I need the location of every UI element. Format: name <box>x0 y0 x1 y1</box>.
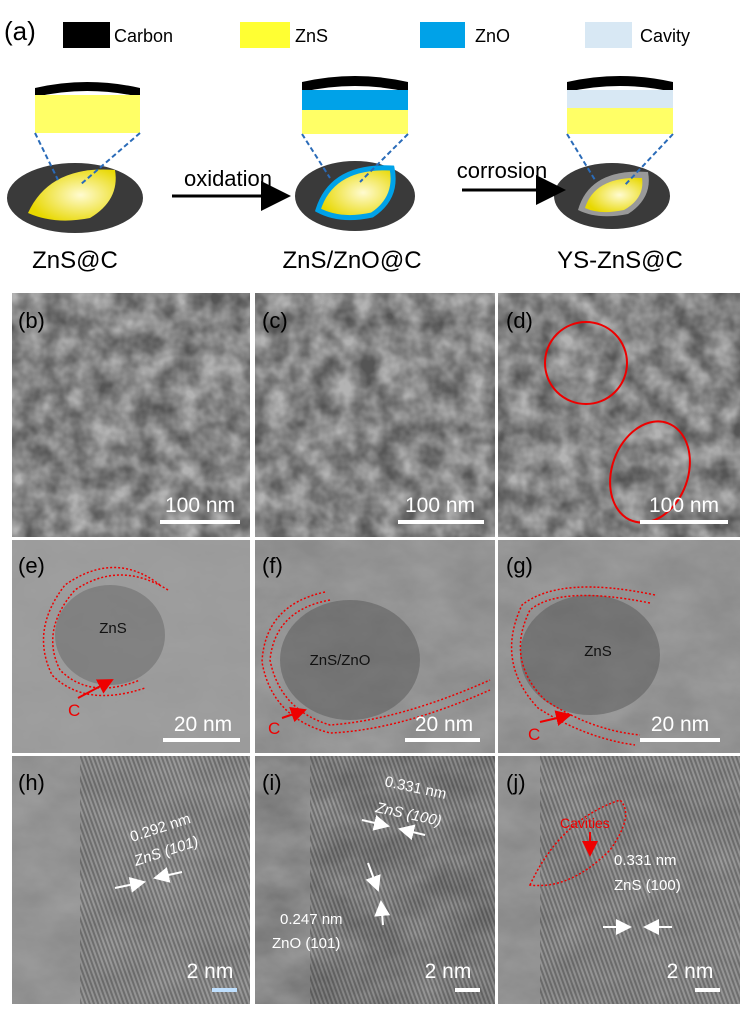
panel-label: (d) <box>506 308 533 333</box>
particle-core <box>280 600 420 720</box>
carbon-outline <box>52 574 169 689</box>
particle <box>7 132 143 233</box>
layer-stack <box>567 76 673 134</box>
stage-label: ZnS@C <box>32 247 118 274</box>
annotation: ZnO (101) <box>272 935 340 952</box>
annotation: C <box>528 725 540 744</box>
pointer <box>374 900 391 926</box>
layer-stack <box>302 76 408 134</box>
pointer <box>365 862 381 892</box>
highlight-circle <box>609 420 691 524</box>
tem-row: (e) (f) (g) ZnS ZnS/ZnO ZnS C C C 20 nm … <box>12 540 740 753</box>
hrtem-row: (h) (i) (j) 0.292 nm ZnS (101) 0.331 nm … <box>12 756 740 1004</box>
annotation: ZnS <box>584 643 612 660</box>
annotation: ZnS (100) <box>614 877 681 894</box>
stage-label: YS-ZnS@C <box>557 247 683 274</box>
panel-label: (j) <box>506 770 526 795</box>
scale-text: 100 nm <box>405 494 475 517</box>
scale-text: 20 nm <box>651 713 709 736</box>
legend-swatch <box>420 22 465 48</box>
sem-texture <box>255 293 495 537</box>
legend-swatch <box>240 22 290 48</box>
panel-label: (h) <box>18 770 45 795</box>
panel-label: (e) <box>18 553 45 578</box>
cavity-outline <box>528 799 627 887</box>
annotation: 0.247 nm <box>280 911 343 928</box>
annotation: C <box>268 719 280 738</box>
panel-label: (i) <box>262 770 282 795</box>
legend-swatch <box>63 22 110 48</box>
scale-text: 100 nm <box>649 494 719 517</box>
annotation: 0.331 nm <box>614 852 677 869</box>
scale-text: 100 nm <box>165 494 235 517</box>
sem-texture <box>12 293 250 537</box>
particle-core <box>520 595 660 715</box>
pointer <box>153 867 183 883</box>
panel-label: (b) <box>18 308 45 333</box>
carbon-outline <box>519 594 651 736</box>
panel-label: (c) <box>262 308 288 333</box>
legend-swatch <box>585 22 632 48</box>
scale-text: 2 nm <box>667 960 714 983</box>
particle-core <box>55 585 165 685</box>
pointer <box>539 710 572 726</box>
lattice <box>310 756 495 1004</box>
particle <box>554 133 674 229</box>
layer-stack <box>35 82 140 133</box>
legend-text: ZnS <box>295 26 328 46</box>
legend-text: ZnO <box>475 26 510 46</box>
scale-text: 2 nm <box>187 960 234 983</box>
pointer <box>398 824 426 841</box>
scale-text: 20 nm <box>415 713 473 736</box>
scale-text: 2 nm <box>425 960 472 983</box>
annotation: ZnS <box>99 620 127 637</box>
stage-label: ZnS/ZnO@C <box>282 247 421 274</box>
pointer <box>281 707 307 723</box>
annotation: ZnS/ZnO <box>310 652 371 669</box>
lattice <box>540 756 740 1004</box>
scale-text: 20 nm <box>174 713 232 736</box>
annotation: Cavities <box>560 815 610 831</box>
legend-text: Cavity <box>640 26 690 46</box>
panel-label: (a) <box>4 16 36 46</box>
step-label: oxidation <box>184 166 272 191</box>
carbon-outline <box>510 586 656 746</box>
highlight-circle <box>544 321 628 405</box>
sem-row: (b) (c) (d) 100 nm 100 nm 100 nm <box>12 293 740 537</box>
pointer <box>114 877 146 893</box>
legend-text: Carbon <box>114 26 173 46</box>
panel-label: (g) <box>506 553 533 578</box>
annotation: C <box>68 701 80 720</box>
step-label: corrosion <box>457 158 547 183</box>
pointer <box>361 815 390 831</box>
carbon-outline <box>42 566 161 697</box>
particle <box>295 133 415 231</box>
pointer <box>77 679 114 699</box>
sem-texture <box>498 293 740 537</box>
panel-a: (a) Carbon ZnS ZnO Cavity oxida <box>4 16 690 274</box>
panel-label: (f) <box>262 553 283 578</box>
